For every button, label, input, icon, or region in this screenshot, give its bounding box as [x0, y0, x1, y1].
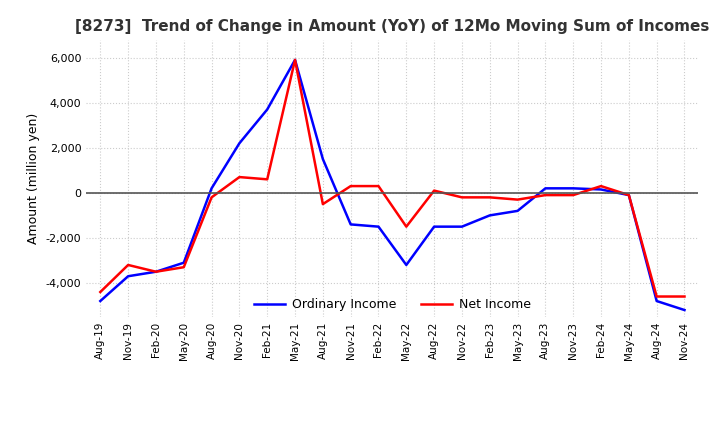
Title: [8273]  Trend of Change in Amount (YoY) of 12Mo Moving Sum of Incomes: [8273] Trend of Change in Amount (YoY) o…: [75, 19, 710, 34]
Ordinary Income: [513, 208, 522, 213]
Net Income: [652, 294, 661, 299]
Line: Ordinary Income: Ordinary Income: [100, 60, 685, 310]
Ordinary Income: [541, 186, 550, 191]
Ordinary Income: [235, 141, 243, 146]
Ordinary Income: [652, 298, 661, 304]
Net Income: [207, 195, 216, 200]
Net Income: [680, 294, 689, 299]
Net Income: [458, 195, 467, 200]
Net Income: [569, 192, 577, 198]
Ordinary Income: [624, 192, 633, 198]
Net Income: [430, 188, 438, 193]
Ordinary Income: [402, 262, 410, 268]
Net Income: [124, 262, 132, 268]
Ordinary Income: [291, 57, 300, 62]
Net Income: [96, 290, 104, 295]
Ordinary Income: [458, 224, 467, 229]
Ordinary Income: [96, 298, 104, 304]
Ordinary Income: [179, 260, 188, 265]
Legend: Ordinary Income, Net Income: Ordinary Income, Net Income: [249, 293, 536, 316]
Net Income: [318, 202, 327, 207]
Net Income: [346, 183, 355, 189]
Ordinary Income: [569, 186, 577, 191]
Net Income: [291, 57, 300, 62]
Ordinary Income: [263, 107, 271, 112]
Ordinary Income: [318, 156, 327, 161]
Ordinary Income: [485, 213, 494, 218]
Net Income: [597, 183, 606, 189]
Net Income: [541, 192, 550, 198]
Ordinary Income: [152, 269, 161, 275]
Net Income: [235, 174, 243, 180]
Net Income: [624, 192, 633, 198]
Net Income: [513, 197, 522, 202]
Net Income: [263, 177, 271, 182]
Net Income: [374, 183, 383, 189]
Line: Net Income: Net Income: [100, 60, 685, 297]
Ordinary Income: [207, 186, 216, 191]
Net Income: [485, 195, 494, 200]
Net Income: [179, 264, 188, 270]
Ordinary Income: [124, 274, 132, 279]
Net Income: [402, 224, 410, 229]
Ordinary Income: [680, 308, 689, 313]
Ordinary Income: [346, 222, 355, 227]
Ordinary Income: [374, 224, 383, 229]
Ordinary Income: [597, 187, 606, 192]
Y-axis label: Amount (million yen): Amount (million yen): [27, 113, 40, 244]
Ordinary Income: [430, 224, 438, 229]
Net Income: [152, 269, 161, 275]
